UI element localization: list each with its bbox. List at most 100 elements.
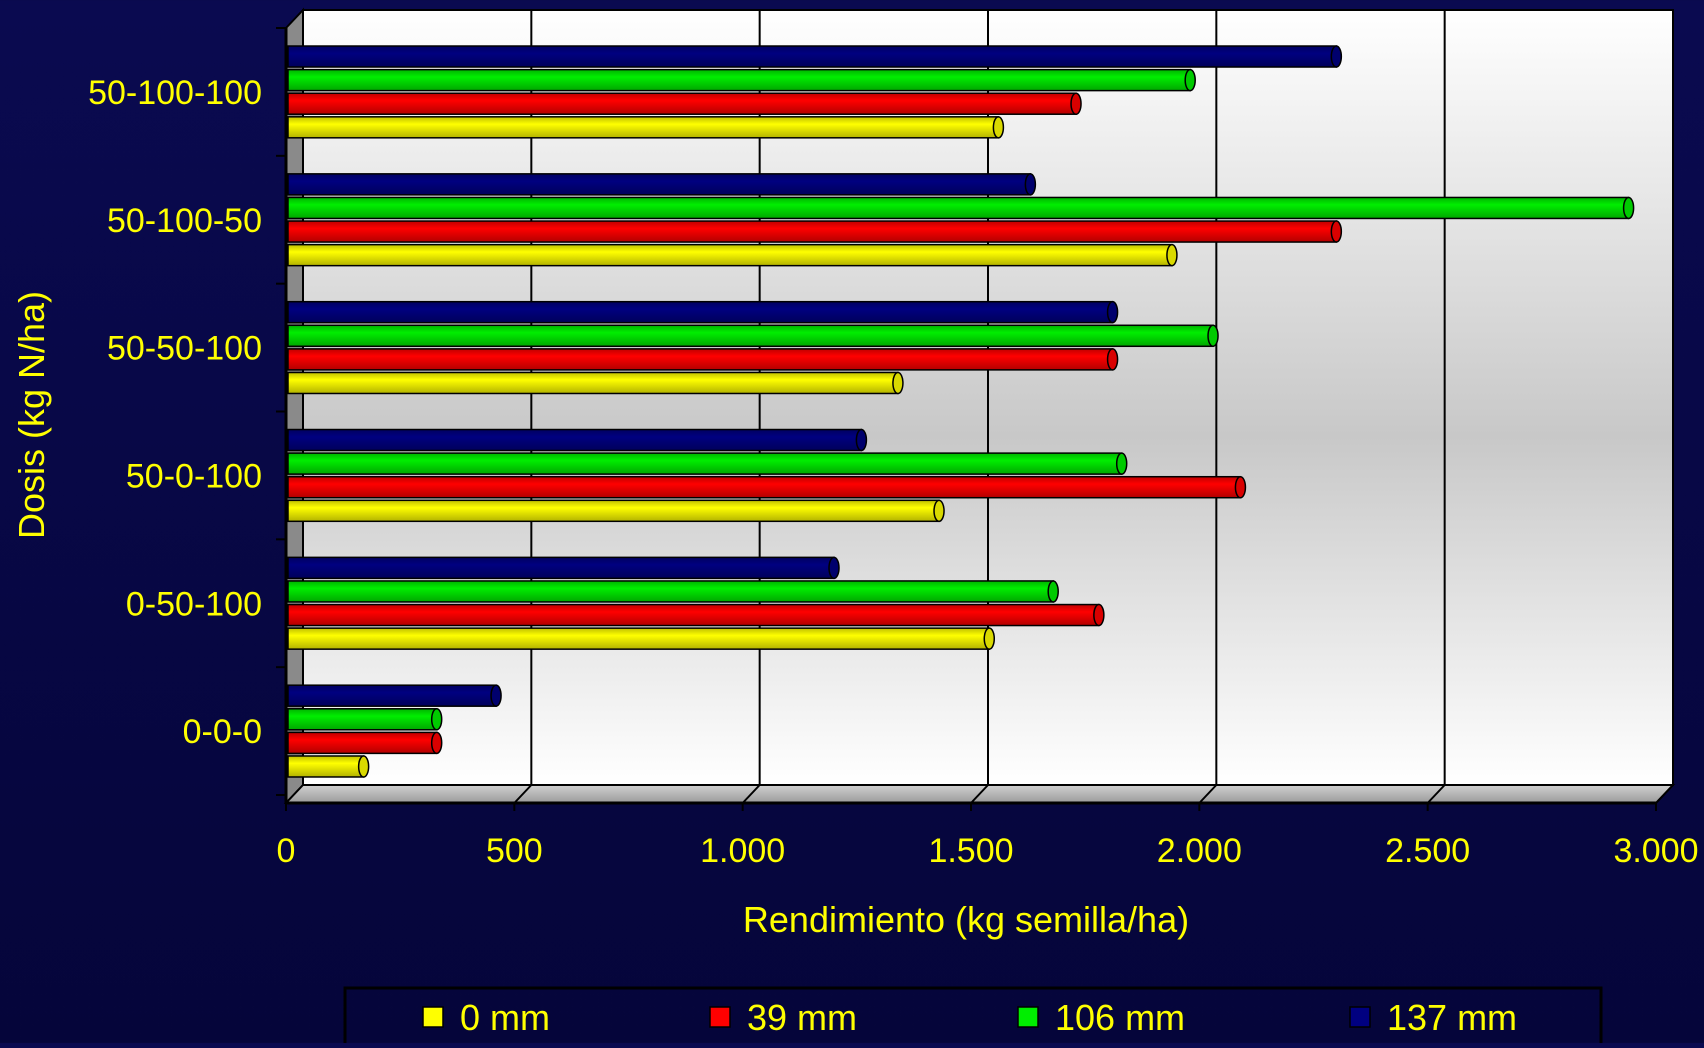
x-axis-title: Rendimiento (kg semilla/ha) bbox=[743, 899, 1189, 940]
bar bbox=[287, 45, 1343, 68]
gridline-floor bbox=[513, 784, 533, 804]
gridline-floor bbox=[970, 784, 989, 804]
bar-cap bbox=[1106, 348, 1119, 371]
bar bbox=[287, 755, 370, 778]
legend: 0 mm 39 mm 106 mm 137 mm bbox=[343, 986, 1603, 1048]
bar-body bbox=[287, 428, 863, 452]
bar-body bbox=[287, 45, 1338, 68]
bar-body bbox=[287, 243, 1173, 267]
bar-cap bbox=[430, 731, 443, 755]
bar-body bbox=[287, 684, 497, 707]
bar bbox=[287, 371, 904, 395]
bar bbox=[287, 731, 443, 755]
bar-body bbox=[287, 499, 940, 523]
gridline-floor bbox=[1198, 784, 1218, 804]
bar-body bbox=[287, 580, 1054, 603]
bar-body bbox=[287, 603, 1100, 627]
bar bbox=[287, 92, 1082, 115]
legend-label: 39 mm bbox=[747, 997, 857, 1038]
legend-item: 106 mm bbox=[1017, 997, 1185, 1038]
bar-body bbox=[287, 196, 1630, 220]
bar bbox=[287, 68, 1196, 92]
bar bbox=[287, 243, 1178, 267]
bar-cap bbox=[855, 428, 868, 452]
bar-body bbox=[287, 627, 991, 650]
bar-cap bbox=[933, 499, 945, 523]
legend-swatch bbox=[1349, 1006, 1371, 1028]
legend-label: 106 mm bbox=[1055, 997, 1185, 1038]
bar-cap bbox=[1330, 45, 1343, 68]
bar-cap bbox=[892, 371, 904, 395]
bar-cap bbox=[1106, 300, 1119, 324]
y-axis-title: Dosis (kg N/ha) bbox=[11, 291, 52, 539]
legend-item: 39 mm bbox=[709, 997, 857, 1038]
legend-swatch bbox=[709, 1006, 731, 1028]
x-tick-label: 2.000 bbox=[1157, 832, 1242, 870]
bar bbox=[287, 428, 868, 452]
bar-cap bbox=[357, 755, 370, 778]
bar-cap bbox=[828, 556, 840, 580]
legend-item: 137 mm bbox=[1349, 997, 1517, 1038]
x-tick-label: 500 bbox=[486, 832, 543, 870]
y-tick-label: 0-0-0 bbox=[183, 713, 262, 751]
legend-label: 137 mm bbox=[1387, 997, 1517, 1038]
bar-body bbox=[287, 116, 1000, 139]
bar-body bbox=[287, 371, 899, 395]
bar-body bbox=[287, 173, 1032, 196]
bar-body bbox=[287, 755, 365, 778]
bar bbox=[287, 603, 1105, 627]
bar bbox=[287, 348, 1119, 371]
bar bbox=[287, 556, 840, 580]
bar bbox=[287, 684, 502, 707]
gridline-floor bbox=[1426, 784, 1446, 804]
bar bbox=[287, 116, 1005, 139]
bar bbox=[287, 173, 1037, 196]
bar bbox=[287, 220, 1343, 243]
bar-body bbox=[287, 708, 438, 731]
bar-body bbox=[287, 324, 1214, 348]
bar-body bbox=[287, 220, 1338, 243]
bar bbox=[287, 708, 443, 731]
bar-body bbox=[287, 475, 1242, 499]
y-tick-label: 50-100-50 bbox=[107, 202, 262, 240]
x-tick-label: 2.500 bbox=[1385, 832, 1470, 870]
bar-cap bbox=[1093, 603, 1105, 627]
bar bbox=[287, 300, 1119, 324]
bar-cap bbox=[1234, 475, 1247, 499]
bar-cap bbox=[1184, 68, 1196, 92]
bar-cap bbox=[992, 116, 1005, 139]
bar-body bbox=[287, 731, 438, 755]
bar-body bbox=[287, 300, 1114, 324]
bar-body bbox=[287, 92, 1077, 115]
x-tick-label: 0 bbox=[277, 832, 296, 870]
x-tick-label: 3.000 bbox=[1613, 832, 1698, 870]
bar bbox=[287, 475, 1247, 499]
y-tick-label: 0-50-100 bbox=[126, 585, 262, 623]
bar-body bbox=[287, 452, 1123, 475]
y-tick-label: 50-0-100 bbox=[126, 457, 262, 495]
bar-cap bbox=[1207, 324, 1219, 348]
bar-body bbox=[287, 348, 1114, 371]
legend-swatch bbox=[422, 1006, 444, 1028]
legend-label: 0 mm bbox=[460, 997, 550, 1038]
legend-box bbox=[343, 986, 1603, 1048]
x-tick-label: 1.000 bbox=[700, 832, 785, 870]
legend-swatch bbox=[1017, 1006, 1039, 1028]
gridline-floor bbox=[1655, 784, 1674, 804]
bar bbox=[287, 324, 1219, 348]
bar bbox=[287, 499, 945, 523]
bar-cap bbox=[1166, 243, 1178, 267]
bar-cap bbox=[490, 684, 502, 707]
bar-cap bbox=[1024, 173, 1037, 196]
bar bbox=[287, 196, 1635, 220]
bar bbox=[287, 580, 1059, 603]
bar-cap bbox=[1115, 452, 1128, 475]
bar-cap bbox=[1330, 220, 1343, 243]
bar bbox=[287, 452, 1128, 475]
bar-body bbox=[287, 556, 835, 580]
x-tick-label: 1.500 bbox=[928, 832, 1013, 870]
y-tick-label: 50-100-100 bbox=[88, 74, 262, 112]
legend-item: 0 mm bbox=[422, 997, 550, 1038]
